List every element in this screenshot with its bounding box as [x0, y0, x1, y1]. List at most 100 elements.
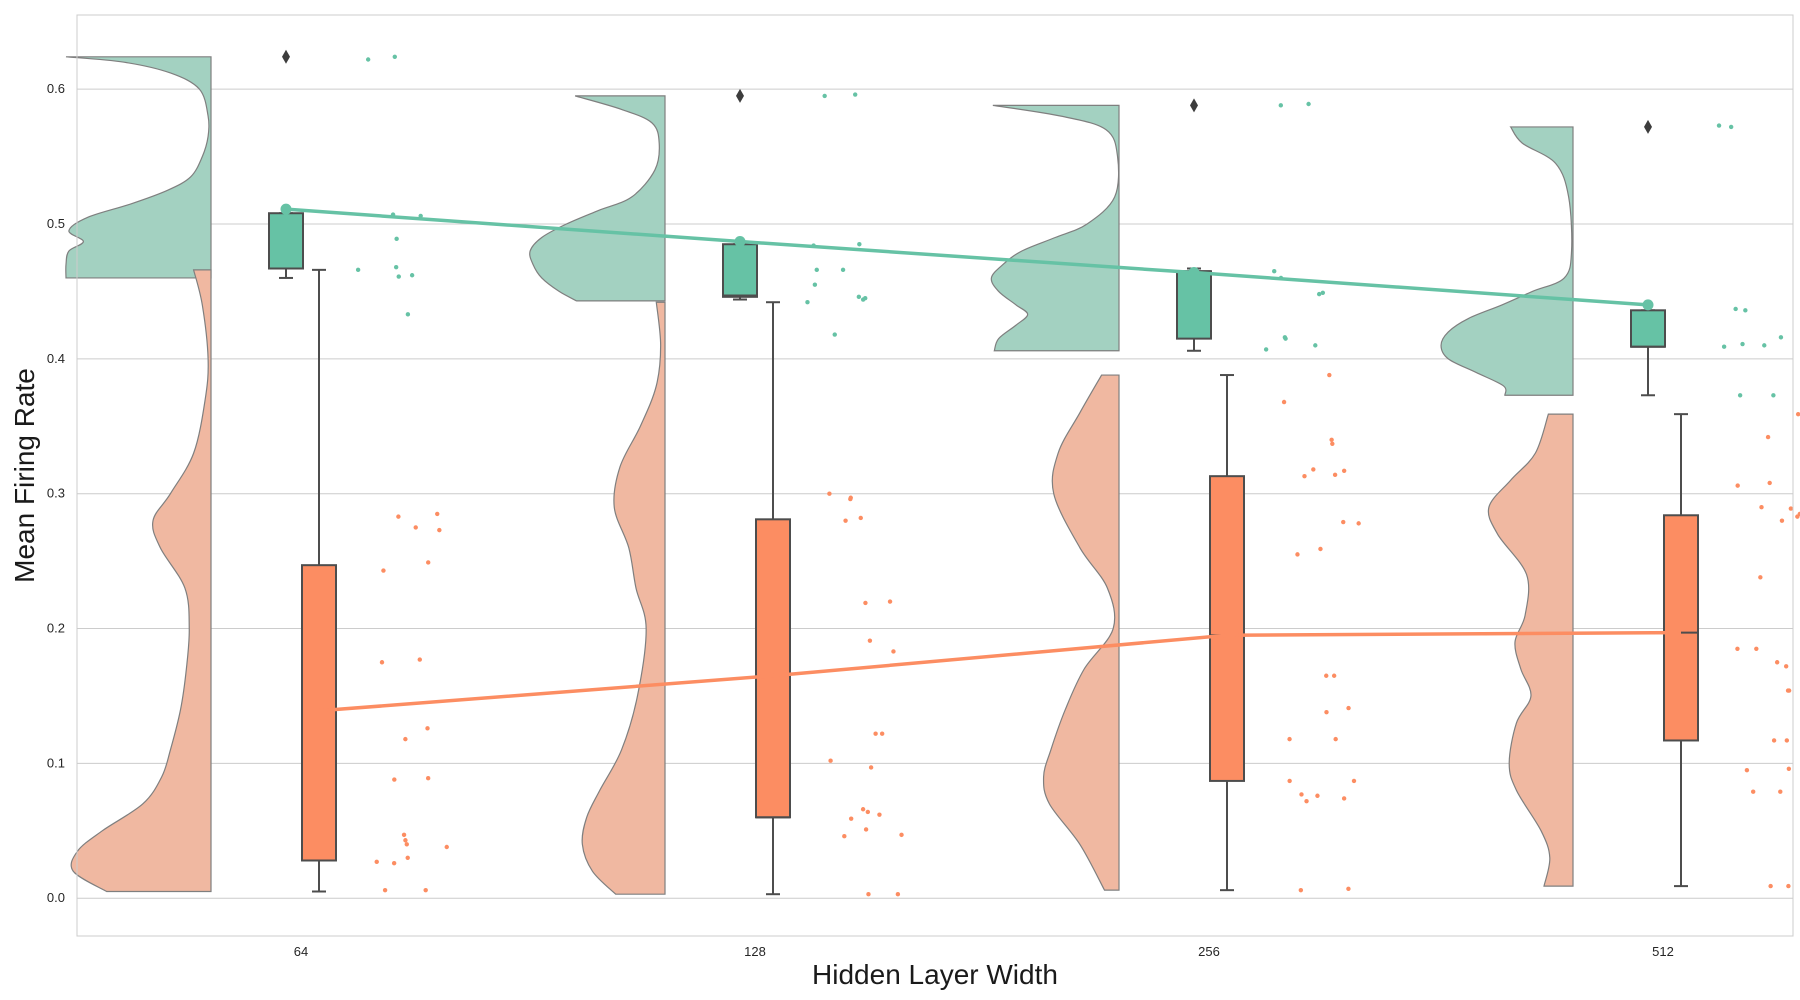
data-point-orange [425, 726, 430, 731]
mean-marker [280, 203, 292, 215]
data-point-orange [848, 496, 853, 502]
data-point-green [1320, 290, 1326, 295]
data-point-green [1762, 343, 1767, 348]
y-tick-label: 0.3 [47, 486, 65, 501]
data-point-orange [426, 560, 431, 565]
data-point-green [822, 93, 827, 99]
data-point-orange [1324, 673, 1329, 678]
data-point-orange [1771, 738, 1777, 743]
data-point-orange [423, 887, 428, 893]
data-point-orange [1324, 709, 1329, 715]
data-point-green [1737, 393, 1743, 398]
data-point-orange [392, 777, 397, 782]
violin-orange [70, 269, 212, 893]
data-point-orange [860, 807, 866, 812]
data-point-orange [1341, 519, 1346, 525]
data-point-green [1778, 335, 1784, 340]
y-axis-ticks: 0.0 0.1 0.2 0.3 0.4 0.5 0.6 [47, 81, 65, 905]
x-tick-label: 128 [744, 944, 766, 959]
data-point-orange [1346, 705, 1351, 711]
data-point-orange [391, 860, 397, 866]
data-point-orange [405, 855, 410, 860]
data-point-green [814, 267, 819, 273]
data-point-orange [867, 638, 873, 643]
data-point-orange [437, 527, 442, 533]
data-point-orange [1768, 883, 1773, 889]
data-point-orange [1330, 441, 1335, 447]
data-point-orange [1295, 552, 1300, 557]
data-point-orange [1329, 437, 1334, 442]
data-point-orange [1784, 738, 1790, 743]
data-point-green [1740, 341, 1745, 347]
data-point-orange [891, 649, 896, 654]
data-point-green [857, 242, 862, 247]
mean-lines [280, 203, 1682, 713]
data-point-orange [863, 600, 868, 606]
data-point-green [394, 236, 399, 242]
mean-marker [1642, 299, 1654, 311]
violin-green [990, 104, 1120, 352]
data-point-orange [417, 657, 422, 662]
data-point-green [393, 264, 399, 270]
data-point-green [1313, 343, 1318, 348]
data-point-green [409, 273, 415, 278]
jitter-points [355, 54, 1800, 897]
gridlines [77, 88, 1793, 899]
data-point-green [805, 300, 810, 305]
data-point-green [365, 57, 371, 62]
y-tick-label: 0.4 [47, 351, 65, 366]
data-point-orange [873, 731, 878, 736]
box-green [1176, 270, 1212, 340]
data-point-green [1771, 393, 1776, 398]
violin-green [529, 95, 666, 302]
violin-orange [581, 301, 666, 895]
data-point-green [392, 54, 397, 60]
data-point-green [405, 312, 411, 317]
data-point-orange [396, 514, 401, 519]
data-point-orange [1333, 736, 1338, 742]
data-point-orange [1750, 789, 1756, 794]
data-point-orange [865, 809, 871, 815]
box-green [722, 243, 758, 298]
y-tick-label: 0.0 [47, 890, 65, 905]
data-point-orange [863, 827, 869, 832]
data-point-green [396, 274, 401, 279]
plot-frame [76, 14, 1794, 937]
data-point-orange [1281, 399, 1287, 405]
data-point-orange [1735, 483, 1740, 488]
data-point-orange [1786, 766, 1792, 771]
mean-marker [734, 236, 746, 248]
data-point-green [812, 282, 818, 287]
data-point-orange [1795, 514, 1800, 519]
box-green [268, 212, 304, 270]
data-point-green [856, 294, 862, 300]
box-orange [1663, 514, 1699, 742]
data-point-orange [1754, 646, 1759, 651]
data-point-orange [1786, 883, 1791, 889]
data-point-orange [382, 887, 388, 893]
data-point-green [860, 297, 866, 302]
violin-orange [1487, 413, 1574, 887]
data-point-green [1306, 101, 1311, 107]
data-point-orange [1778, 789, 1783, 794]
box-orange [755, 518, 791, 819]
data-point-green [832, 332, 837, 337]
data-point-green [1263, 347, 1269, 352]
data-point-orange [1785, 688, 1791, 693]
data-point-orange [374, 859, 379, 865]
data-point-orange [848, 816, 854, 821]
data-point-orange [1302, 473, 1307, 479]
data-point-green [1733, 306, 1738, 312]
data-point-orange [1774, 660, 1780, 665]
data-point-orange [1765, 434, 1771, 440]
y-tick-label: 0.5 [47, 216, 65, 231]
x-tick-label: 256 [1198, 944, 1220, 959]
data-point-orange [1318, 546, 1323, 552]
data-point-orange [1795, 411, 1800, 417]
data-point-orange [401, 832, 407, 838]
data-point-orange [1331, 673, 1337, 678]
data-point-orange [403, 736, 408, 742]
data-point-orange [858, 515, 863, 521]
data-point-orange [877, 812, 882, 817]
data-point-green [1721, 344, 1727, 349]
